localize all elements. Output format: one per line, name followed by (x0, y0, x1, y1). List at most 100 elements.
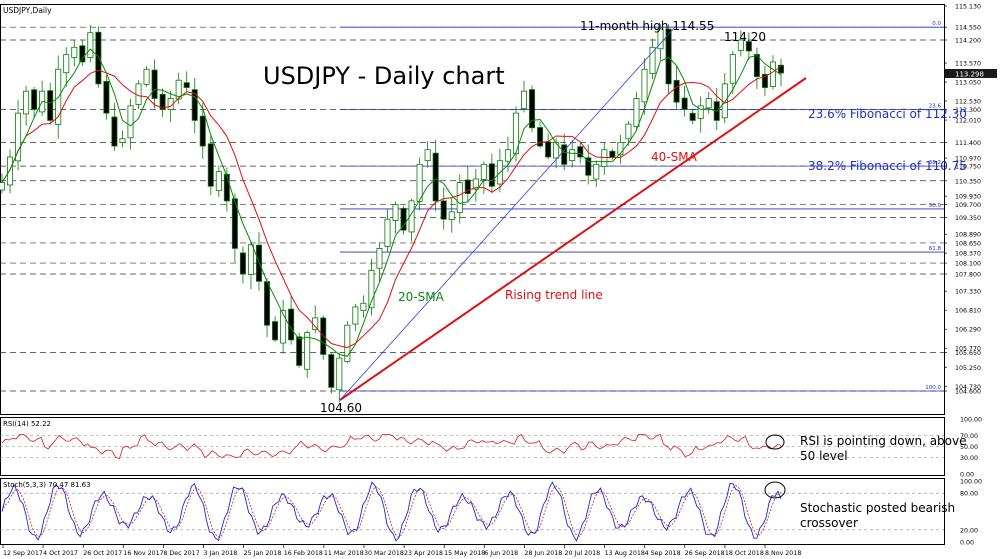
price-tick-label: 112.300 (955, 107, 981, 114)
candle-body (87, 32, 94, 58)
candle-body (95, 31, 102, 85)
fib-tag: 61.8 (929, 246, 942, 252)
fib-tag: 100.0 (925, 385, 941, 391)
candle-body (400, 207, 407, 231)
date-tick-label: 11 Mar 2018 (324, 550, 364, 557)
date-tick-label: 8 Dec 2017 (163, 550, 199, 557)
sma20-label: 20-SMA (398, 290, 445, 304)
candle-body (296, 336, 303, 366)
candle-body (464, 179, 471, 194)
last-price-value: 113.298 (955, 71, 984, 79)
candle-body (561, 144, 568, 165)
price-tick-label: 110.970 (955, 156, 981, 163)
price-axis: 115.130 114.550 114.200 113.570 113.298113.0… (944, 4, 981, 396)
candle-body (625, 123, 632, 140)
candle-body (569, 149, 576, 162)
price-tick-label: 108.890 (955, 232, 981, 239)
candle-body (521, 90, 528, 110)
candle-body (376, 248, 383, 269)
candle-body (199, 115, 206, 147)
rising-trend-line (339, 77, 807, 401)
rsi-tick-label: 100.00 (960, 417, 982, 424)
stoch-tick-label: 100.00 (960, 479, 982, 486)
stoch-panel-frame (0, 478, 945, 545)
last-price-tag (945, 69, 997, 78)
date-tick-label: 26 Sep 2018 (685, 550, 725, 557)
candle-body (480, 163, 487, 180)
fib-swing-line (339, 25, 677, 401)
fibonacci-tags: 0.0 23.6 38.2 50.0 61.8 100.0 (925, 21, 941, 391)
price-tick-label: 109.700 (955, 202, 981, 209)
fib-tag: 50.0 (929, 203, 942, 209)
candle-body (175, 79, 182, 100)
candle-body (231, 198, 238, 249)
candle-body (641, 68, 648, 103)
candle-body (601, 149, 608, 168)
price-tick-label: 110.350 (955, 178, 981, 185)
candle-body (432, 152, 439, 202)
date-tick-label: 16 Nov 2017 (123, 550, 163, 557)
price-tick-label: 110.750 (955, 164, 981, 171)
date-tick-label: 12 Sep 2017 (3, 550, 43, 557)
candle-body (103, 80, 110, 114)
stoch-levels (0, 492, 944, 531)
candle-body (472, 178, 479, 190)
candle-body (143, 68, 150, 85)
date-tick-label: 30 Mar 2018 (364, 550, 404, 557)
stoch-highlight-circle (764, 481, 786, 499)
candle-body (408, 200, 415, 233)
stoch-note-line2: crossover (800, 516, 858, 530)
candle-body (545, 141, 552, 158)
date-tick-label: 25 Jan 2018 (244, 550, 282, 557)
fib-tag: 23.6 (929, 103, 942, 109)
date-tick-label: 23 Apr 2018 (404, 550, 443, 557)
price-tick-label: 113.050 (955, 80, 981, 87)
high-label: 11-month high 114.55 (580, 19, 714, 33)
sma40-line (1, 65, 782, 349)
price-tick-label: 106.810 (955, 308, 981, 315)
rsi-line (1, 433, 782, 460)
candle-body (737, 39, 744, 51)
price-tick-label: 109.350 (955, 215, 981, 222)
candle-body (288, 308, 295, 341)
price-tick-label: 105.250 (955, 365, 981, 372)
candle-body (360, 302, 367, 311)
candle-body (456, 182, 463, 214)
candle-body (681, 97, 688, 110)
stoch-note-line1: Stochastic posted bearish (800, 501, 955, 515)
candle-body (191, 89, 198, 121)
candle-body (769, 61, 776, 87)
rsi-tick-label: 70.00 (960, 433, 978, 440)
candle-body (529, 89, 536, 129)
stoch-tick-label: 80.00 (960, 491, 978, 498)
candle-body (448, 211, 455, 220)
candle-body (553, 141, 560, 159)
candle-body (159, 93, 166, 110)
rsi-note-line2: 50 level (800, 449, 848, 463)
candle-body (392, 204, 399, 221)
stoch-title: Stoch(5,3,3) 70.47 81.63 (3, 481, 91, 489)
candle-body (79, 45, 86, 63)
price-tick-label: 104.730 (955, 384, 981, 391)
price-tick-label: 109.930 (955, 194, 981, 201)
candle-body (673, 79, 680, 103)
low-label: 104.60 (320, 401, 362, 415)
candle-body (63, 54, 70, 74)
candle-body (416, 163, 423, 202)
rsi-tick-label: 50.00 (960, 444, 978, 451)
candle-body (697, 105, 704, 119)
candle-body (119, 138, 126, 143)
rsi-highlight-circle (765, 434, 785, 450)
candle-body (705, 98, 712, 109)
stoch-tick-label: 0.00 (960, 540, 974, 547)
price-tick-label: 113.570 (955, 61, 981, 68)
candle-body (753, 54, 760, 77)
price-tick-label: 108.100 (955, 261, 981, 268)
candle-body (665, 28, 672, 85)
price-tick-label: 108.650 (955, 240, 981, 247)
price-tick-label: 112.530 (955, 99, 981, 106)
candle-body (504, 149, 511, 162)
sma40-label: 40-SMA (651, 150, 698, 164)
candle-body (721, 83, 728, 119)
